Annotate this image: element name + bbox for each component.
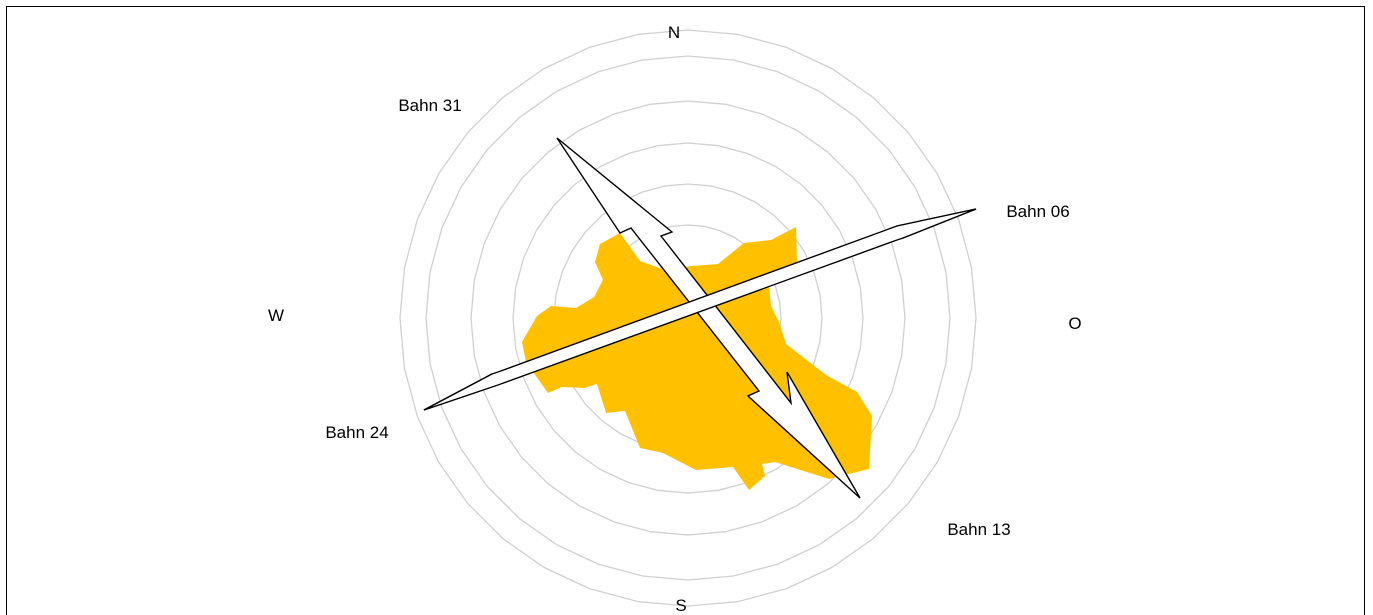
runway-label-13: Bahn 13 [947,520,1010,539]
runway-label-06: Bahn 06 [1006,202,1069,221]
rose-ring-7 [399,29,977,607]
diagram-frame [6,6,1365,615]
rose-ring-4 [512,142,864,494]
rose-ring-6 [425,55,951,581]
rose-ring-5 [470,100,906,536]
compass-north-label: N [668,23,680,42]
compass-south-label: S [675,596,686,613]
runway-arrow-06-24-body [423,208,977,411]
runway-label-24: Bahn 24 [325,423,388,442]
compass-west-label: W [268,306,284,325]
runway-label-31: Bahn 31 [398,96,461,115]
compass-east-label: O [1068,314,1081,333]
runway-arrow-31-13 [556,137,861,499]
